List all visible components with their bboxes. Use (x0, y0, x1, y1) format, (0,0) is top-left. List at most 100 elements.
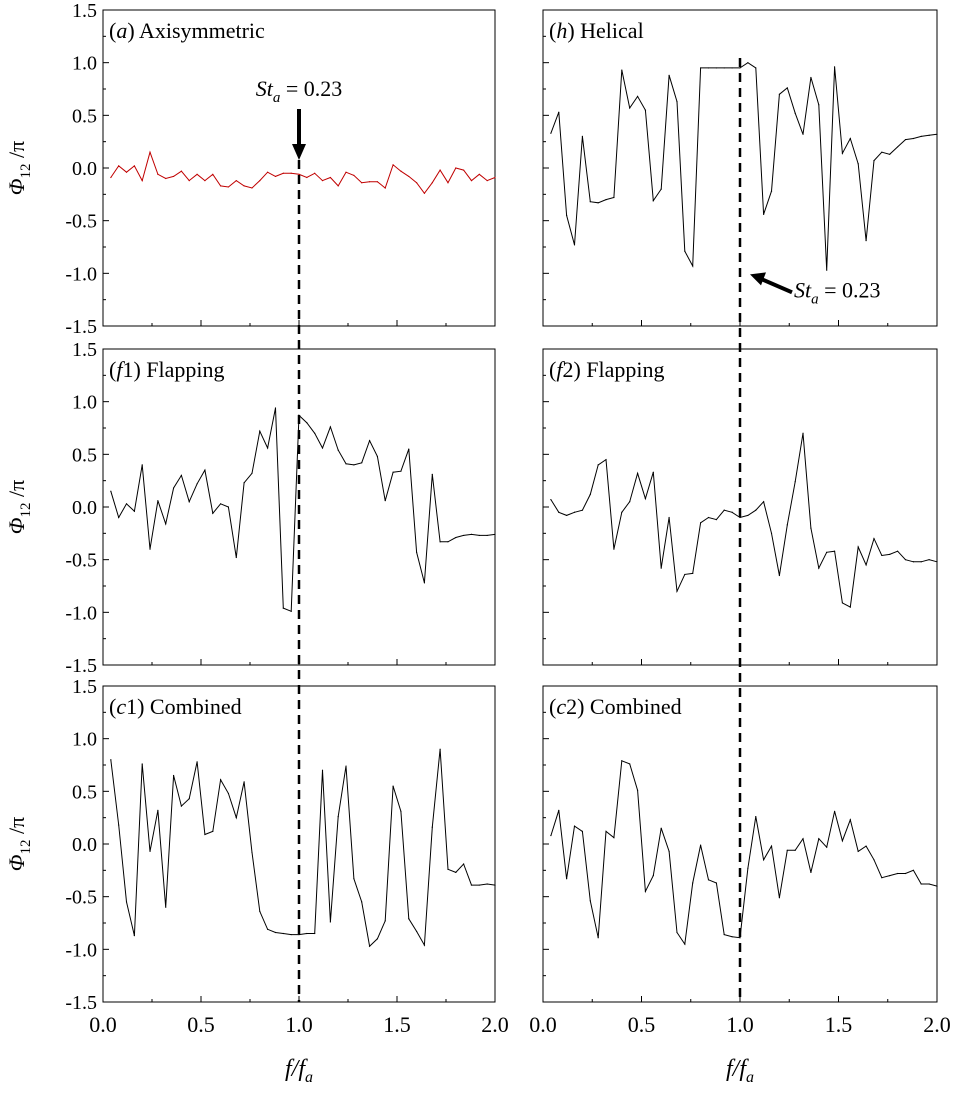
data-point (707, 67, 710, 69)
data-point (660, 567, 662, 569)
x-axis-label: f/fa (285, 1056, 313, 1086)
data-point (833, 66, 836, 68)
data-point (314, 432, 316, 434)
data-point (550, 499, 552, 501)
data-point (439, 169, 441, 171)
data-point (384, 920, 386, 922)
data-point (212, 830, 214, 832)
data-point (274, 407, 277, 409)
data-point (423, 944, 426, 946)
y-tick-label: -1.5 (65, 992, 97, 1014)
data-point (747, 867, 749, 869)
data-point (778, 93, 781, 95)
data-point (770, 190, 773, 192)
data-point (337, 816, 339, 818)
data-point (165, 177, 167, 180)
y-axis-label-symbol: Φ (4, 517, 29, 534)
panel-bottom-left: 1.51.00.50.0-0.5-1.0-1.50.0 0.5 1.0 1.5 2.0Φ… (4, 676, 509, 1037)
y-tick-label: 1.0 (72, 729, 97, 751)
data-point (149, 151, 151, 153)
x-axis-label-f2: f (298, 1056, 308, 1082)
data-point (668, 516, 670, 519)
data-point (897, 146, 899, 148)
data-point (550, 834, 552, 837)
panel-top-right: (h) Helical Sta = 0.23 (542, 9, 938, 327)
data-point (613, 837, 615, 839)
st-annotation-value: = 0.23 (819, 277, 881, 302)
panel-label-close: ) (133, 357, 140, 382)
data-point (865, 240, 867, 242)
data-point (865, 564, 867, 566)
data-point (141, 180, 143, 182)
data-point (715, 67, 717, 69)
data-point (321, 180, 324, 182)
data-point (849, 137, 851, 140)
data-point (384, 187, 386, 189)
data-point (133, 165, 135, 167)
x-axis-label-subscript: a (305, 1069, 313, 1086)
data-point (786, 87, 788, 89)
y-tick-label: -0.5 (65, 887, 97, 909)
st-annotation: Sta = 0.23 (794, 277, 881, 307)
data-point (227, 186, 230, 188)
data-point (180, 170, 182, 172)
data-point (439, 541, 441, 543)
data-point (125, 171, 128, 173)
panel-label-open: ( (549, 18, 556, 43)
data-point (920, 883, 922, 885)
data-point (676, 931, 678, 934)
data-point (314, 932, 316, 935)
data-point (243, 185, 245, 187)
data-point (707, 879, 710, 881)
data-point (400, 170, 402, 172)
data-point (463, 534, 465, 537)
data-point (589, 900, 591, 902)
x-tick-label: 1.0 (726, 1012, 754, 1037)
data-point (566, 878, 568, 880)
y-tick-label: 0.0 (72, 158, 97, 180)
panel-label-number: 2 (566, 694, 577, 719)
panel-label-close: ) (137, 694, 144, 719)
data-point (621, 511, 623, 513)
y-axis-label-subscript: 12 (18, 163, 34, 178)
data-point (423, 582, 426, 584)
y-tick-label: -1.0 (65, 263, 97, 285)
data-point (692, 882, 694, 884)
data-point (455, 167, 457, 169)
data-point (700, 844, 702, 846)
data-point (644, 109, 647, 111)
data-point (494, 533, 496, 535)
data-point (416, 551, 418, 553)
panel-label-tag: c (116, 694, 126, 719)
data-point (629, 501, 631, 503)
data-point (196, 761, 198, 763)
data-point (306, 176, 308, 179)
data-point (259, 180, 261, 182)
panel-label-tag: a (116, 18, 127, 43)
data-point (125, 901, 128, 903)
data-point (337, 449, 339, 451)
data-point (282, 932, 284, 935)
x-tick-label: 2.0 (481, 1012, 509, 1037)
data-point (329, 176, 331, 179)
data-point (660, 827, 662, 829)
panel-label-text: Axisymmetric (135, 18, 265, 43)
data-point (778, 897, 781, 899)
data-point (463, 863, 465, 865)
data-point (220, 779, 222, 781)
data-point (668, 74, 670, 76)
data-point (180, 805, 182, 807)
data-point (636, 472, 639, 474)
data-point (912, 869, 914, 871)
data-point (212, 173, 214, 175)
data-point (118, 165, 120, 167)
data-point (897, 550, 899, 552)
panel-label-text: Helical (575, 18, 644, 43)
data-point (573, 511, 576, 513)
data-point (345, 171, 347, 173)
data-point (881, 151, 883, 153)
data-point (928, 134, 930, 136)
data-point (267, 447, 269, 449)
data-point (573, 825, 576, 827)
